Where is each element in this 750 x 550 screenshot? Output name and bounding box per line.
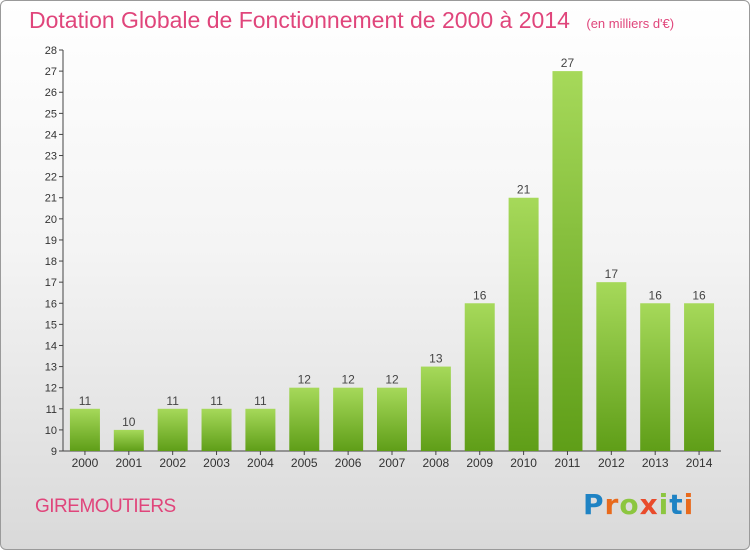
x-tick-label: 2014 [686,456,713,470]
y-tick-label: 26 [45,87,57,99]
logo-letter: x [639,488,659,521]
x-tick-label: 2009 [466,456,493,470]
y-tick-label: 17 [45,277,57,289]
bar [684,303,715,451]
y-tick-label: 13 [45,362,57,374]
y-tick-label: 16 [45,298,57,310]
x-tick-label: 2013 [642,456,669,470]
bar [157,408,188,451]
x-tick-label: 2011 [555,456,581,470]
y-tick-label: 28 [45,45,57,57]
bar [552,71,583,452]
chart-title: Dotation Globale de Fonctionnement de 20… [29,7,570,33]
bar-value-label: 27 [561,56,575,70]
bar [333,387,364,451]
y-tick-label: 18 [45,256,57,268]
y-tick-label: 24 [45,129,57,141]
bar [289,387,320,451]
bar-value-label: 12 [385,373,399,387]
y-tick-label: 19 [45,235,57,247]
data-labels: 11 10 11 11 11 12 12 12 13 16 21 27 17 16 16 [79,56,706,429]
logo-letter: t [669,488,684,521]
x-tick-label: 2007 [379,456,406,470]
bar [508,197,539,451]
proxiti-logo[interactable]: Proxiti [583,488,694,521]
y-axis-ticks: 9 10 11 12 13 14 15 16 17 18 19 20 21 22 23 24 25 26 27 28 [45,45,63,458]
x-tick-label: 2002 [159,456,186,470]
logo-letter: r [604,488,620,521]
bar-value-label: 17 [605,267,619,281]
y-tick-label: 27 [45,66,57,78]
y-tick-label: 10 [45,425,57,437]
bar-value-label: 11 [79,394,92,408]
x-tick-label: 2012 [598,456,625,470]
bar-value-label: 11 [254,394,267,408]
x-tick-label: 2003 [203,456,230,470]
logo-letter: P [583,488,605,521]
bar [69,408,100,451]
y-tick-label: 14 [45,340,57,352]
y-tick-label: 11 [46,404,57,416]
y-tick-label: 22 [45,172,57,184]
bar [377,387,407,451]
bar-value-label: 13 [429,352,443,366]
bar [201,408,232,451]
bar-value-label: 11 [166,394,179,408]
commune-name: GIREMOUTIERS [35,496,176,517]
bar-value-label: 16 [473,288,487,302]
bar [113,429,144,451]
bar-value-label: 16 [649,288,663,302]
bar [464,303,495,451]
logo-letter: i [658,488,670,521]
bar-value-label: 11 [210,394,223,408]
bar-value-label: 16 [692,288,706,302]
x-tick-label: 2005 [291,456,318,470]
bar [596,282,627,451]
logo-letter: o [619,488,640,521]
y-tick-label: 25 [45,108,57,120]
y-tick-label: 21 [45,193,57,205]
bar [420,366,451,451]
chart-subtitle: (en milliers d'€) [586,16,675,31]
x-tick-label: 2001 [115,456,142,470]
x-tick-label: 2008 [423,456,450,470]
bar-value-label: 21 [517,183,531,197]
y-tick-label: 15 [45,319,57,331]
x-tick-label: 2000 [72,456,99,470]
bar-value-label: 12 [341,373,355,387]
title-line: Dotation Globale de Fonctionnement de 20… [29,7,674,34]
x-axis-ticks: 2000 2001 2002 2003 2004 2005 2006 2007 2008 2009… [72,451,713,470]
bar [640,303,671,451]
bar-value-label: 12 [298,373,312,387]
y-tick-label: 12 [45,383,57,395]
y-tick-label: 9 [51,446,57,458]
y-tick-label: 23 [45,151,57,163]
x-tick-label: 2004 [247,456,274,470]
bar [245,408,276,451]
bars [69,71,715,452]
x-tick-label: 2010 [510,456,537,470]
y-tick-label: 20 [45,214,57,226]
logo-letter: i [683,488,695,521]
bar-value-label: 10 [122,415,136,429]
x-tick-label: 2006 [335,456,362,470]
